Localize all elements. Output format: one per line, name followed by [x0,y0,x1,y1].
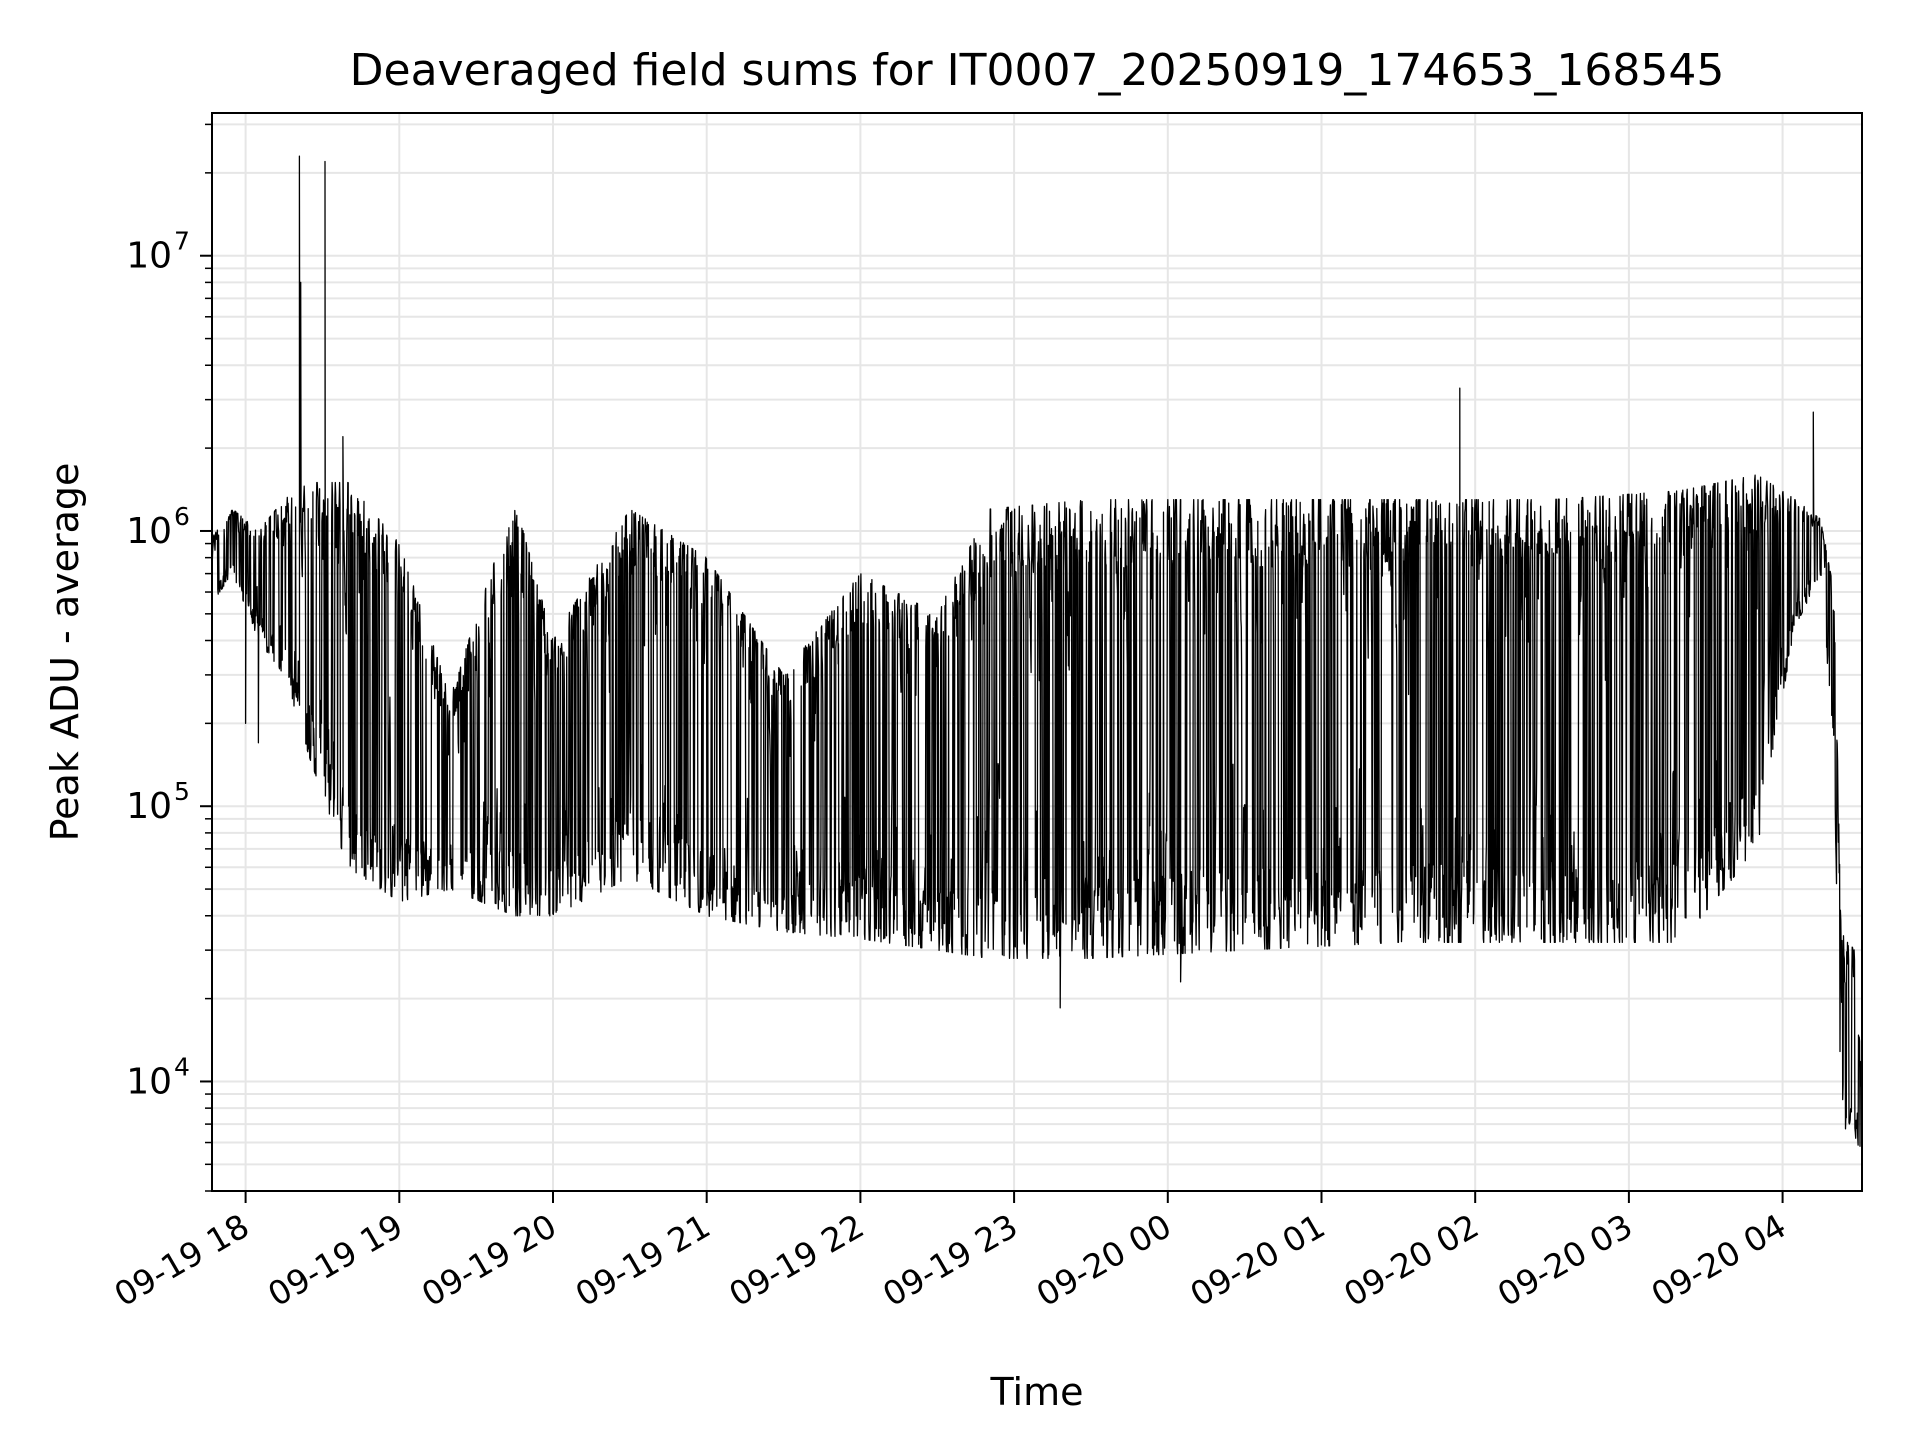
y-tick-label: 10 4 [126,1052,190,1102]
y-tick-label: 10 6 [126,502,190,552]
chart-title: Deaveraged field sums for IT0007_2025091… [350,45,1725,96]
y-tick-label-base: 10 [126,786,172,827]
y-tick-label-exponent: 7 [174,227,190,256]
y-tick-label-exponent: 6 [174,502,190,531]
y-tick-label-base: 10 [126,511,172,552]
x-axis-label: Time [990,1370,1084,1414]
plot-frame [211,112,1863,1192]
y-tick-label-exponent: 5 [174,777,190,806]
data-layer [211,155,1863,1147]
series-line [211,155,1863,1147]
y-axis-label: Peak ADU - average [43,463,87,842]
y-tick-label-base: 10 [126,236,172,277]
y-tick-label-exponent: 4 [174,1052,190,1081]
y-tick-label: 10 5 [126,777,190,827]
y-tick-label-base: 10 [126,1061,172,1102]
y-tick-label: 10 7 [126,227,190,277]
